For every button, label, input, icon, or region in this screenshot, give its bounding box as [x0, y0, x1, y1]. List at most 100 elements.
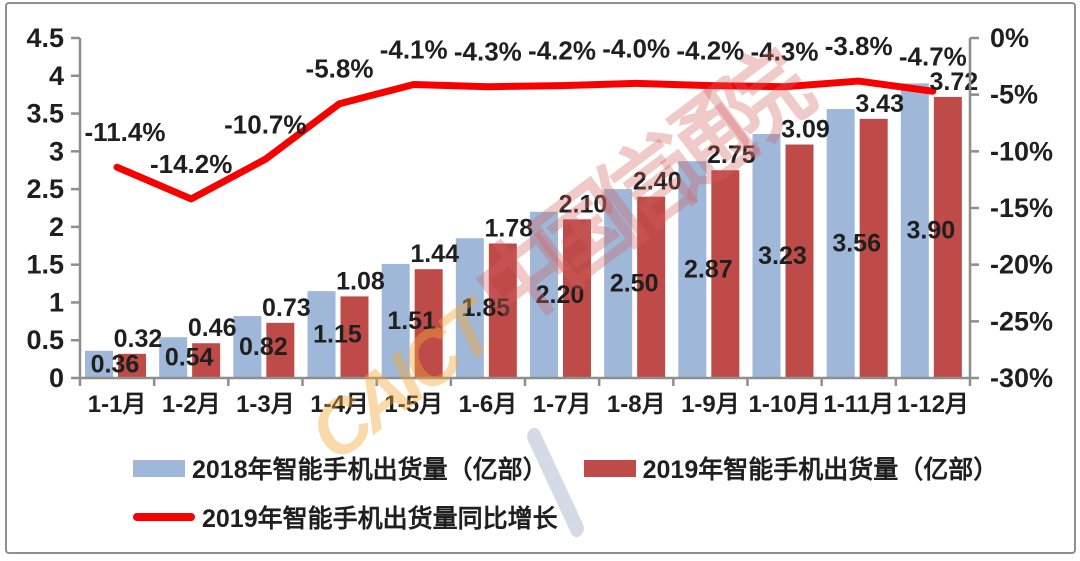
- bar-2019: [933, 96, 962, 378]
- value-label-2018: 2.50: [610, 270, 659, 298]
- legend-label-2018: 2018年智能手机出货量（亿部）: [192, 456, 548, 484]
- legend-item-2019-bars: 2019年智能手机出货量（亿部）: [583, 450, 999, 486]
- value-label-2018: 3.23: [758, 242, 807, 270]
- bar-2018: [604, 189, 633, 378]
- left-axis-tick-label: 1: [49, 287, 64, 317]
- bar-2019: [266, 322, 295, 378]
- growth-point-label: -3.8%: [825, 31, 893, 61]
- value-label-2018: 1.85: [461, 294, 510, 322]
- growth-point-label: -4.3%: [454, 37, 522, 67]
- bar-2018: [752, 133, 781, 378]
- value-label-2018: 2.87: [684, 256, 733, 284]
- bar-2019: [859, 118, 888, 378]
- growth-line: [113, 77, 937, 203]
- x-category-label: 1-10月: [749, 391, 821, 418]
- bar-2018: [678, 161, 707, 378]
- bar-2019: [192, 343, 221, 378]
- x-category-label: 1-12月: [897, 391, 969, 418]
- bar-2018: [381, 263, 410, 378]
- left-axis-tick-label: 4: [49, 61, 64, 91]
- growth-point-label: -11.4%: [85, 117, 166, 147]
- value-label-2019: 0.46: [188, 314, 237, 342]
- x-category-label: 1-4月: [310, 391, 369, 418]
- x-category-label: 1-9月: [681, 391, 740, 418]
- bar-2019: [785, 144, 814, 378]
- left-axis-tick-label: 4.5: [26, 23, 64, 53]
- legend-row-2: 2019年智能手机出货量同比增长: [133, 499, 1063, 535]
- right-axis-tick-label: -30%: [990, 363, 1053, 393]
- value-label-2019: 1.78: [484, 215, 533, 243]
- value-label-2019: 3.43: [855, 90, 904, 118]
- bar-2019: [637, 196, 666, 378]
- value-label-2018: 0.54: [165, 344, 214, 372]
- left-axis-tick-label: 0.5: [26, 325, 64, 355]
- bar-2018: [233, 316, 262, 378]
- growth-point-label: -4.2%: [528, 36, 596, 66]
- value-label-2019: 3.09: [781, 116, 830, 144]
- left-axis-tick-label: 1.5: [26, 250, 64, 280]
- x-category-label: 1-3月: [236, 391, 295, 418]
- left-axis-tick-label: 2.5: [26, 174, 64, 204]
- value-label-2019: 0.32: [114, 325, 163, 353]
- left-axis-tick-label: 0: [49, 363, 64, 393]
- value-label-2019: 2.75: [707, 141, 756, 169]
- bar-2018: [307, 291, 336, 378]
- value-label-2019: 2.40: [633, 168, 682, 196]
- value-label-2019: 1.08: [336, 267, 385, 295]
- right-axis-tick-label: -10%: [990, 136, 1053, 166]
- value-label-2018: 1.15: [313, 321, 362, 349]
- legend-label-growth: 2019年智能手机出货量同比增长: [202, 505, 558, 533]
- right-axis-tick-label: -25%: [990, 306, 1053, 336]
- legend-label-2019: 2019年智能手机出货量（亿部）: [642, 456, 999, 484]
- value-label-2018: 3.56: [832, 230, 881, 258]
- bar-2018: [85, 350, 113, 378]
- bar-2018: [530, 211, 558, 378]
- x-category-label: 1-5月: [384, 391, 443, 418]
- bar-2018: [826, 109, 855, 379]
- data-labels-group: 0.360.320.540.460.82 0.731.15 1.081.51 1.44…: [85, 31, 979, 378]
- right-axis-tick-label: 0%: [990, 23, 1029, 53]
- value-label-2019: 1.44: [410, 240, 459, 268]
- left-axis-tick-label: 3: [49, 136, 64, 166]
- growth-point-label: -4.1%: [380, 34, 448, 64]
- growth-point-label: -14.2%: [150, 149, 232, 179]
- right-axis-tick-label: -5%: [990, 80, 1038, 110]
- legend-item-growth-line: 2019年智能手机出货量同比增长: [133, 499, 558, 535]
- value-label-2019: 0.73: [262, 294, 311, 322]
- x-category-label: 1-7月: [533, 391, 592, 418]
- legend-swatch-2019-icon: [583, 459, 636, 477]
- value-label-2018: 1.51: [387, 307, 436, 335]
- growth-line-group: [113, 77, 937, 203]
- legend: 2018年智能手机出货量（亿部） 2019年智能手机出货量（亿部） 2019年智…: [133, 450, 1063, 535]
- legend-swatch-growth-line-icon: [133, 513, 195, 521]
- left-axis-tick-label: 3.5: [26, 99, 64, 129]
- bar-2019: [488, 243, 517, 378]
- value-label-2018: 0.36: [91, 350, 140, 378]
- x-category-label: 1-1月: [88, 391, 147, 418]
- x-category-label: 1-11月: [823, 391, 894, 418]
- axes-group: 4.543.532.521.510.500%-5%-10%-15%-20%-25…: [26, 23, 1053, 418]
- growth-point-label: -5.8%: [306, 54, 374, 84]
- bars-group: [85, 83, 962, 379]
- left-axis-tick-label: 2: [49, 212, 64, 242]
- growth-point-label: -10.7%: [224, 109, 306, 139]
- growth-point-label: -4.0%: [602, 33, 670, 63]
- right-axis-tick-label: -20%: [990, 250, 1053, 280]
- value-label-2019: 2.10: [559, 190, 608, 218]
- value-label-2018: 2.20: [536, 281, 585, 309]
- bar-2018: [900, 83, 929, 378]
- value-label-2018: 0.82: [239, 333, 288, 361]
- growth-point-label: -4.7%: [899, 41, 967, 71]
- right-axis-tick-label: -15%: [990, 193, 1053, 223]
- legend-swatch-2018-icon: [133, 459, 185, 477]
- growth-point-label: -4.2%: [676, 36, 744, 66]
- bar-2019: [414, 269, 443, 378]
- x-category-label: 1-6月: [459, 391, 518, 418]
- legend-item-2018-bars: 2018年智能手机出货量（亿部）: [133, 450, 548, 486]
- growth-point-label: -4.3%: [751, 37, 819, 67]
- bar-2019: [563, 219, 591, 378]
- x-category-label: 1-8月: [607, 391, 666, 418]
- bar-2019: [340, 296, 369, 378]
- bar-2018: [455, 238, 484, 378]
